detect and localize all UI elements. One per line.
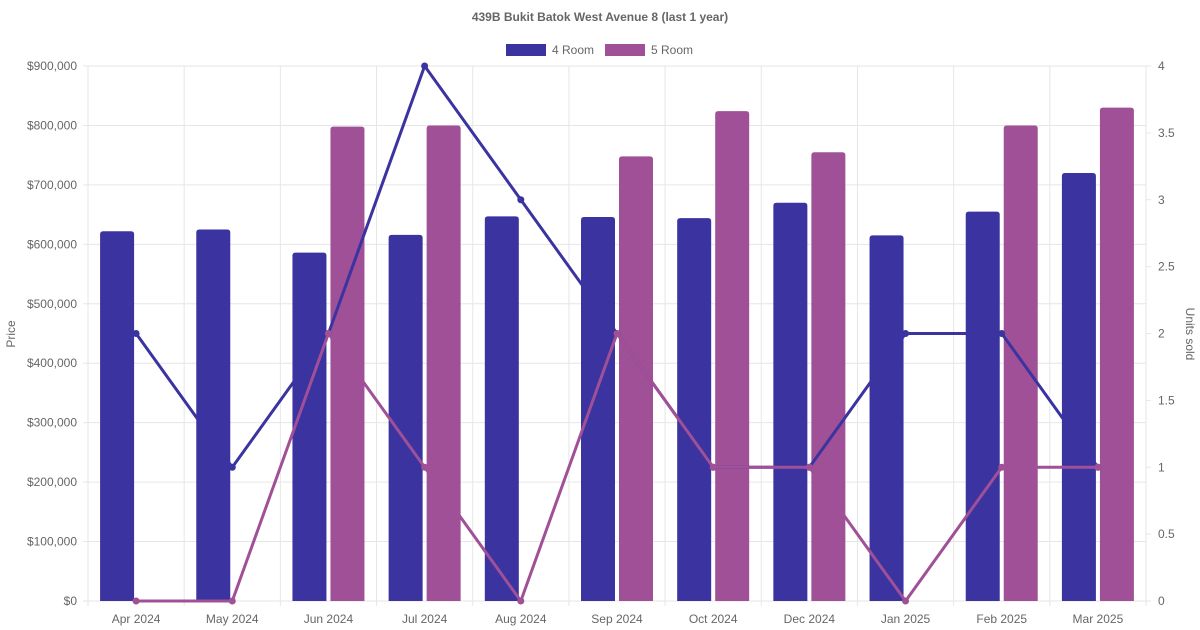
bar-4-room[interactable] xyxy=(388,234,423,602)
units-point[interactable] xyxy=(228,597,236,605)
legend-label-4-room[interactable]: 4 Room xyxy=(552,43,594,57)
left-tick-label: $600,000 xyxy=(27,237,77,251)
left-tick-label: $800,000 xyxy=(27,118,77,132)
left-axis-ticks: $0 $100,000 $200,000 $300,000 $400,000 $500,0… xyxy=(27,59,88,608)
bar-5-room[interactable] xyxy=(426,125,461,601)
bar-5-room[interactable] xyxy=(619,156,653,601)
right-tick-label: 0 xyxy=(1158,594,1165,608)
left-tick-label: $400,000 xyxy=(27,356,77,370)
y-axis-left-title: Price xyxy=(4,320,18,348)
x-tick-label: Apr 2024 xyxy=(112,612,161,626)
left-tick-label: $200,000 xyxy=(27,475,77,489)
x-tick-label: Jul 2024 xyxy=(402,612,448,626)
bar-4-room[interactable] xyxy=(773,202,808,601)
bar-4-room[interactable] xyxy=(581,216,615,601)
legend-swatch-4-room[interactable] xyxy=(506,44,546,56)
y-axis-right-title: Units sold xyxy=(1183,308,1197,361)
units-point[interactable] xyxy=(517,196,525,204)
units-point[interactable] xyxy=(421,463,429,471)
units-point[interactable] xyxy=(324,330,332,337)
units-point[interactable] xyxy=(805,463,813,471)
units-point[interactable] xyxy=(998,330,1006,337)
x-tick-label: Mar 2025 xyxy=(1073,612,1124,626)
units-point[interactable] xyxy=(709,463,717,471)
bar-4-room[interactable] xyxy=(196,229,231,601)
x-tick-label: Feb 2025 xyxy=(976,612,1027,626)
units-point[interactable] xyxy=(998,463,1006,471)
x-tick-label: Jan 2025 xyxy=(881,612,931,626)
chart-title: 439B Bukit Batok West Avenue 8 (last 1 y… xyxy=(472,10,728,24)
gridlines xyxy=(87,65,1147,606)
right-tick-label: 4 xyxy=(1158,59,1165,73)
x-tick-label: May 2024 xyxy=(206,612,259,626)
units-point[interactable] xyxy=(613,330,621,337)
left-tick-label: $0 xyxy=(64,594,78,608)
bar-5-room[interactable] xyxy=(715,111,750,601)
bar-5-room[interactable] xyxy=(330,126,365,601)
right-tick-label: 3.5 xyxy=(1158,126,1175,140)
bar-5-room[interactable] xyxy=(1003,125,1038,601)
left-tick-label: $300,000 xyxy=(27,416,77,430)
x-axis-ticks: Apr 2024 May 2024 Jun 2024 Jul 2024 Aug 2024… xyxy=(112,612,1124,626)
legend: 4 Room 5 Room xyxy=(506,43,693,57)
bar-4-room[interactable] xyxy=(677,218,712,601)
right-tick-label: 1.5 xyxy=(1158,393,1175,407)
right-axis-ticks: 0 0.5 1 1.5 2 2.5 3 3.5 4 xyxy=(1146,59,1175,608)
unit-lines xyxy=(132,62,1102,605)
bars xyxy=(100,107,1134,602)
right-tick-label: 1 xyxy=(1158,460,1165,474)
units-point[interactable] xyxy=(132,330,140,337)
units-point[interactable] xyxy=(1094,463,1102,471)
bar-4-room[interactable] xyxy=(484,216,519,601)
x-tick-label: Aug 2024 xyxy=(495,612,547,626)
units-point[interactable] xyxy=(421,62,429,70)
x-tick-label: Dec 2024 xyxy=(784,612,836,626)
left-tick-label: $500,000 xyxy=(27,297,77,311)
left-tick-label: $700,000 xyxy=(27,178,77,192)
x-tick-label: Sep 2024 xyxy=(591,612,643,626)
right-tick-label: 2.5 xyxy=(1158,260,1175,274)
units-point[interactable] xyxy=(902,330,910,337)
x-tick-label: Oct 2024 xyxy=(689,612,738,626)
legend-swatch-5-room[interactable] xyxy=(605,44,645,56)
left-tick-label: $900,000 xyxy=(27,59,77,73)
legend-label-5-room[interactable]: 5 Room xyxy=(651,43,693,57)
bar-4-room[interactable] xyxy=(965,211,1000,601)
bar-5-room[interactable] xyxy=(1099,107,1134,601)
units-point[interactable] xyxy=(902,597,910,605)
bar-4-room[interactable] xyxy=(292,252,327,601)
units-point[interactable] xyxy=(228,463,236,471)
x-tick-label: Jun 2024 xyxy=(304,612,354,626)
bar-5-room[interactable] xyxy=(811,152,846,601)
bar-4-room[interactable] xyxy=(1061,173,1096,601)
bar-4-room[interactable] xyxy=(869,235,904,601)
units-point[interactable] xyxy=(517,597,525,605)
bar-4-room[interactable] xyxy=(100,231,135,601)
right-tick-label: 2 xyxy=(1158,327,1165,341)
right-tick-label: 3 xyxy=(1158,193,1165,207)
units-point[interactable] xyxy=(132,597,140,605)
right-tick-label: 0.5 xyxy=(1158,527,1175,541)
left-tick-label: $100,000 xyxy=(27,535,77,549)
